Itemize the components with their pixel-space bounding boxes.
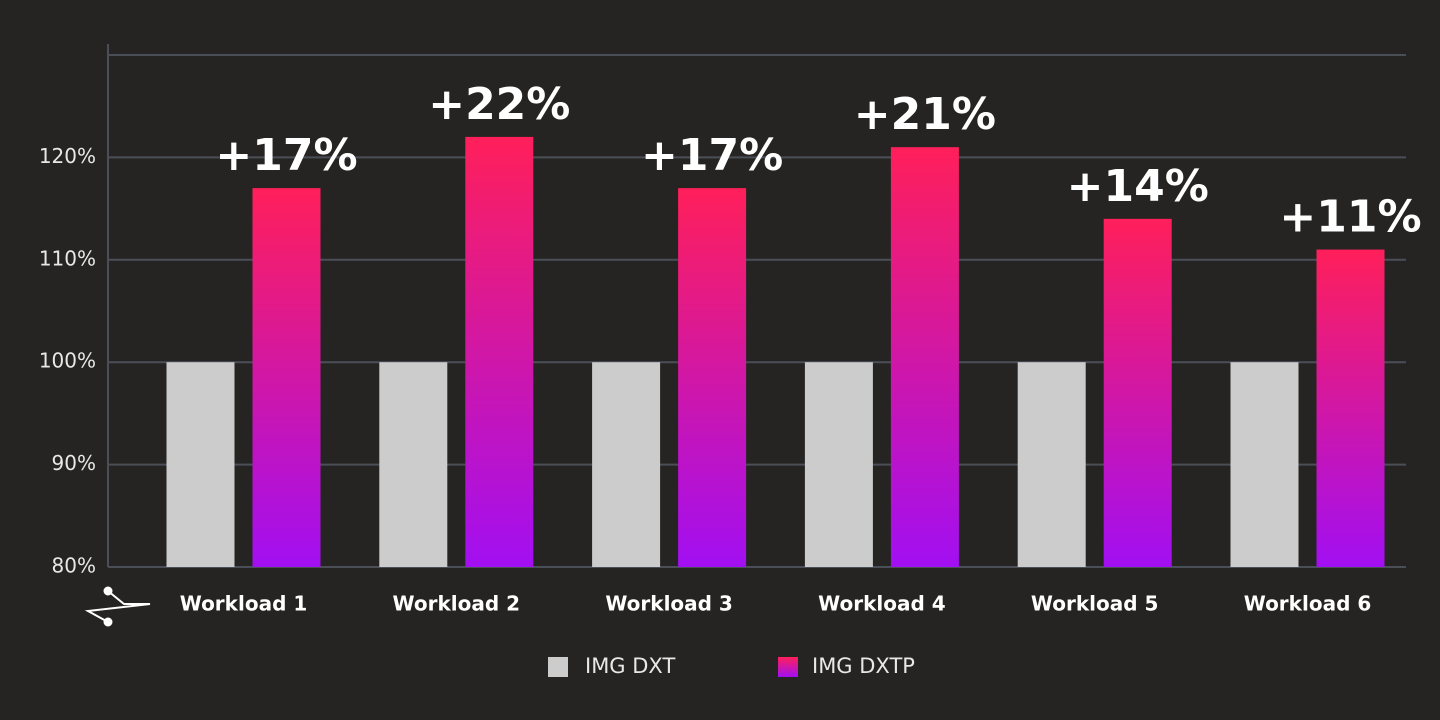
annotation: +21% (854, 89, 996, 140)
annotation: +17% (215, 130, 357, 181)
bar (379, 362, 448, 567)
x-tick-label: Workload 6 (1244, 592, 1372, 616)
annotation: +22% (428, 79, 570, 130)
annotation: +14% (1067, 161, 1209, 212)
legend-swatch (548, 657, 568, 677)
y-tick-label: 90% (52, 451, 96, 475)
bar (1103, 218, 1172, 567)
bar (166, 362, 235, 567)
x-tick-label: Workload 4 (818, 592, 946, 616)
bar (1316, 249, 1385, 567)
bar (1017, 362, 1086, 567)
bar (465, 136, 534, 568)
legend-label: IMG DXTP (812, 654, 915, 678)
y-tick-label: 120% (39, 144, 96, 168)
y-tick-label: 80% (52, 554, 96, 578)
logo (84, 586, 151, 627)
annotation: +11% (1279, 192, 1421, 243)
bar (678, 188, 747, 567)
legend-swatch (778, 657, 798, 677)
bar (592, 362, 661, 567)
bar (1230, 362, 1299, 567)
bar (890, 147, 959, 567)
x-tick-label: Workload 5 (1031, 592, 1159, 616)
legend-label: IMG DXT (585, 654, 675, 678)
x-tick-label: Workload 3 (605, 592, 733, 616)
y-tick-label: 110% (39, 246, 96, 270)
bar (804, 362, 873, 567)
y-tick-label: 100% (39, 349, 96, 373)
annotation: +17% (641, 130, 783, 181)
x-tick-label: Workload 1 (180, 592, 308, 616)
x-tick-label: Workload 2 (393, 592, 521, 616)
bar (252, 188, 321, 567)
